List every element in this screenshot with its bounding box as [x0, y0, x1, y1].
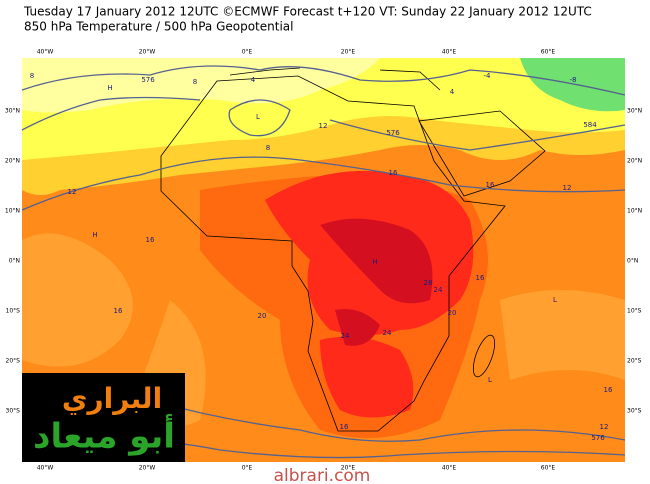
lat-label: 30°S	[6, 408, 21, 415]
contour-label: 12	[68, 188, 77, 196]
lon-label: 60°E	[541, 49, 556, 56]
logo: البراري أبو ميعاد	[22, 373, 185, 462]
lon-label: 60°E	[541, 465, 556, 472]
lat-label: 20°N	[627, 158, 642, 165]
lon-label: 20°E	[341, 49, 356, 56]
lat-label: 10°S	[627, 308, 642, 315]
lon-label: 20°W	[139, 465, 156, 472]
title: Tuesday 17 January 2012 12UTC ©ECMWF For…	[23, 5, 592, 19]
lat-label: 20°S	[627, 358, 642, 365]
contour-label: H	[92, 231, 97, 239]
contour-label: 576	[386, 129, 400, 137]
lat-label: 10°S	[6, 308, 21, 315]
logo-line-1: البراري	[62, 382, 162, 415]
subtitle: 850 hPa Temperature / 500 hPa Geopotenti…	[24, 20, 293, 34]
contour-label: 16	[389, 169, 398, 177]
contour-label: L	[488, 376, 492, 384]
lat-label: 20°S	[6, 358, 21, 365]
contour-label: H	[107, 84, 112, 92]
contour-label: 8	[266, 144, 270, 152]
contour-label: -4	[484, 72, 492, 80]
lon-label: 40°E	[442, 465, 457, 472]
contour-label: -8	[570, 76, 577, 84]
lon-label: 20°E	[341, 465, 356, 472]
contour-label: 584	[583, 121, 597, 129]
lon-label: 40°E	[442, 49, 457, 56]
lon-label: 20°W	[139, 49, 156, 56]
lat-label: 20°N	[5, 158, 20, 165]
contour-label: 4	[251, 76, 256, 84]
contour-label: 12	[319, 122, 328, 130]
lat-label: 10°N	[5, 208, 20, 215]
contour-label: 8	[193, 78, 197, 86]
contour-label: 20	[258, 312, 267, 320]
contour-label: 576	[591, 434, 605, 442]
contour-label: 16	[146, 236, 155, 244]
watermark: albrari.com	[274, 466, 371, 484]
lat-label: 30°N	[627, 108, 642, 115]
contour-label: 16	[604, 386, 613, 394]
logo-line-2: أبو ميعاد	[33, 414, 175, 457]
map-area	[21, 58, 626, 462]
contour-label: 16	[340, 423, 349, 431]
contour-label: 24	[434, 286, 443, 294]
lat-label: 30°N	[5, 108, 20, 115]
lon-label: 0°E	[242, 465, 253, 472]
lon-label: 40°W	[37, 465, 54, 472]
lat-label: 0°N	[627, 258, 638, 265]
contour-label: 16	[476, 274, 485, 282]
contour-label: H	[372, 258, 377, 266]
contour-label: 8	[30, 72, 34, 80]
contour-label: 12	[600, 423, 609, 431]
contour-label: 12	[563, 184, 572, 192]
lon-label: 0°E	[242, 49, 253, 56]
contour-label: L	[256, 113, 260, 121]
contour-label: 576	[141, 76, 155, 84]
lon-label: 40°W	[37, 49, 54, 56]
contour-label: 16	[486, 181, 495, 189]
lat-label: 30°S	[627, 408, 642, 415]
lat-label: 0°N	[9, 258, 20, 265]
contour-label: 24	[341, 332, 350, 340]
contour-label: 4	[450, 88, 455, 96]
contour-label: 28	[424, 279, 433, 287]
contour-label: L	[553, 296, 557, 304]
contour-label: 16	[114, 307, 123, 315]
contour-label: 24	[383, 329, 392, 337]
lat-label: 10°N	[627, 208, 642, 215]
contour-label: 20	[448, 309, 457, 317]
